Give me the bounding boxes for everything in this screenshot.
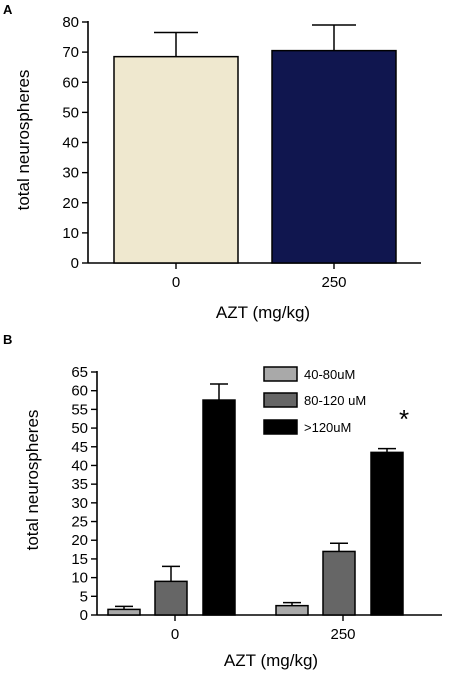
chart-a-bar [113, 55, 239, 264]
chart-b-legend-swatch [263, 366, 298, 382]
chart-b: B total neurospheres AZT (mg/kg) 0 510 15 2… [3, 332, 442, 670]
chart-a: A total neurospheres AZT (mg/kg) 0 10 20 30… [3, 2, 421, 322]
chart-b-bar [275, 604, 309, 616]
chart-b-significance-star: * [399, 404, 409, 434]
chart-b-y-tick-label: 35 [71, 476, 88, 493]
chart-a-marks [113, 24, 397, 264]
chart-a-y-tick-label: 40 [62, 135, 79, 152]
chart-b-legend-swatch [263, 419, 298, 435]
chart-a-y-tick-label: 60 [62, 74, 79, 91]
chart-a-x-axis-title: AZT (mg/kg) [216, 303, 310, 322]
chart-b-y-tick-label: 15 [71, 551, 88, 568]
chart-a-bar [271, 49, 397, 264]
chart-b-y-tick-label: 0 [80, 607, 88, 624]
panel-label-a: A [3, 2, 13, 17]
chart-b-y-tick-label: 20 [71, 532, 88, 549]
chart-a-y-tick-label: 80 [62, 14, 79, 31]
chart-a-y-tick-label: 70 [62, 44, 79, 61]
chart-b-legend-label: 40-80uM [304, 367, 355, 382]
chart-a-x-tick-label: 0 [172, 274, 180, 291]
chart-b-y-tick-label: 50 [71, 420, 88, 437]
chart-b-x-tick-label: 0 [171, 626, 179, 643]
chart-a-y-tick-label: 50 [62, 104, 79, 121]
chart-b-marks [107, 383, 404, 616]
chart-b-y-tick-label: 65 [71, 364, 88, 381]
chart-b-y-tick-label: 5 [80, 588, 88, 605]
chart-b-x-axis-title: AZT (mg/kg) [224, 651, 318, 670]
chart-b-y-tick-label: 10 [71, 570, 88, 587]
chart-a-axes: 0 10 20 30 40 50 60 70 80 0 250 [62, 14, 421, 291]
chart-a-y-axis-title: total neurospheres [14, 70, 33, 211]
chart-a-y-tick-label: 20 [62, 195, 79, 212]
chart-b-y-tick-label: 30 [71, 495, 88, 512]
chart-b-y-tick-label: 55 [71, 401, 88, 418]
chart-a-y-tick-label: 0 [71, 255, 79, 272]
chart-b-bar [370, 451, 404, 616]
chart-b-y-tick-label: 45 [71, 439, 88, 456]
chart-b-bar [107, 608, 141, 616]
chart-b-legend-label: 80-120 uM [304, 393, 366, 408]
chart-b-y-tick-label: 60 [71, 383, 88, 400]
chart-b-bar [322, 550, 356, 616]
chart-b-y-axis-title: total neurospheres [23, 410, 42, 551]
chart-b-bar [154, 580, 188, 616]
chart-a-y-tick-label: 30 [62, 165, 79, 182]
chart-a-y-tick-label: 10 [62, 225, 79, 242]
chart-b-legend-label: >120uM [304, 420, 351, 435]
chart-b-y-tick-label: 25 [71, 514, 88, 531]
panel-label-b: B [3, 332, 12, 347]
chart-b-y-tick-label: 40 [71, 457, 88, 474]
chart-a-x-tick-label: 250 [321, 274, 346, 291]
chart-b-bar [202, 399, 236, 616]
chart-b-x-tick-label: 250 [330, 626, 355, 643]
chart-b-legend-swatch [263, 392, 298, 408]
chart-b-legend: 40-80uM 80-120 uM >120uM [263, 366, 366, 435]
